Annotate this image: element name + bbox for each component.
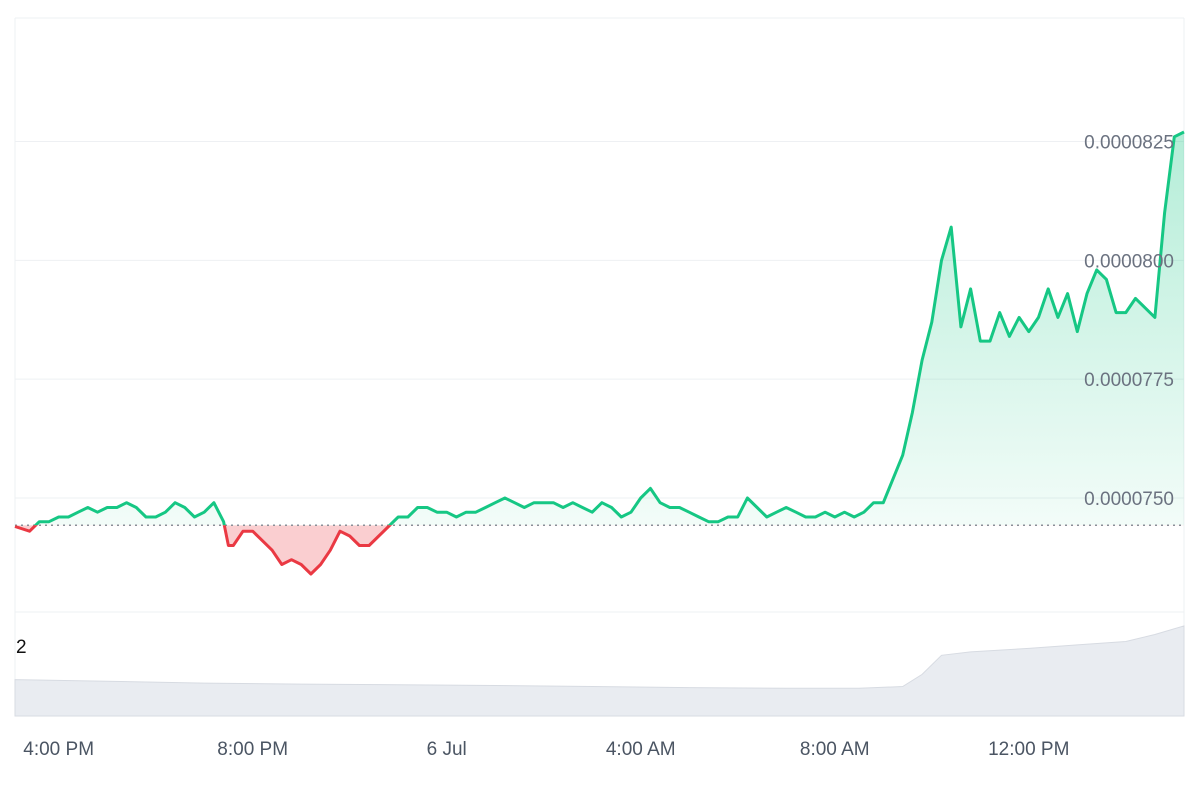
x-tick-label: 12:00 PM — [988, 739, 1069, 760]
x-tick-label: 4:00 PM — [23, 739, 94, 760]
y-tick-label: 0.0000775 — [1084, 370, 1174, 391]
price-area — [15, 132, 1184, 574]
price-area-below-baseline — [15, 525, 1184, 574]
x-tick-label: 4:00 AM — [606, 739, 676, 760]
x-tick-label: 8:00 AM — [800, 739, 870, 760]
price-area-above-baseline — [35, 132, 1184, 526]
y-tick-label: 0.0000750 — [1084, 489, 1174, 510]
x-axis-tick-labels: 4:00 PM 8:00 PM 6 Jul 4:00 AM 8:00 AM 12:00 P… — [23, 739, 1069, 760]
y-tick-label: 0.0000825 — [1084, 133, 1174, 154]
y-tick-label: 0.0000800 — [1084, 251, 1174, 272]
x-tick-label: 8:00 PM — [217, 739, 288, 760]
y-axis-tick-labels: 0.0000750 0.0000775 0.0000800 0.0000825 — [1084, 133, 1174, 510]
volume-area — [14, 625, 1185, 717]
volume-axis-label: 2 — [16, 637, 27, 658]
grid-lines — [14, 17, 1185, 716]
volume-area-shape — [14, 625, 1185, 717]
price-line-above-baseline[interactable] — [15, 130, 1185, 574]
price-line[interactable] — [14, 130, 1185, 576]
x-tick-label: 6 Jul — [427, 739, 467, 760]
